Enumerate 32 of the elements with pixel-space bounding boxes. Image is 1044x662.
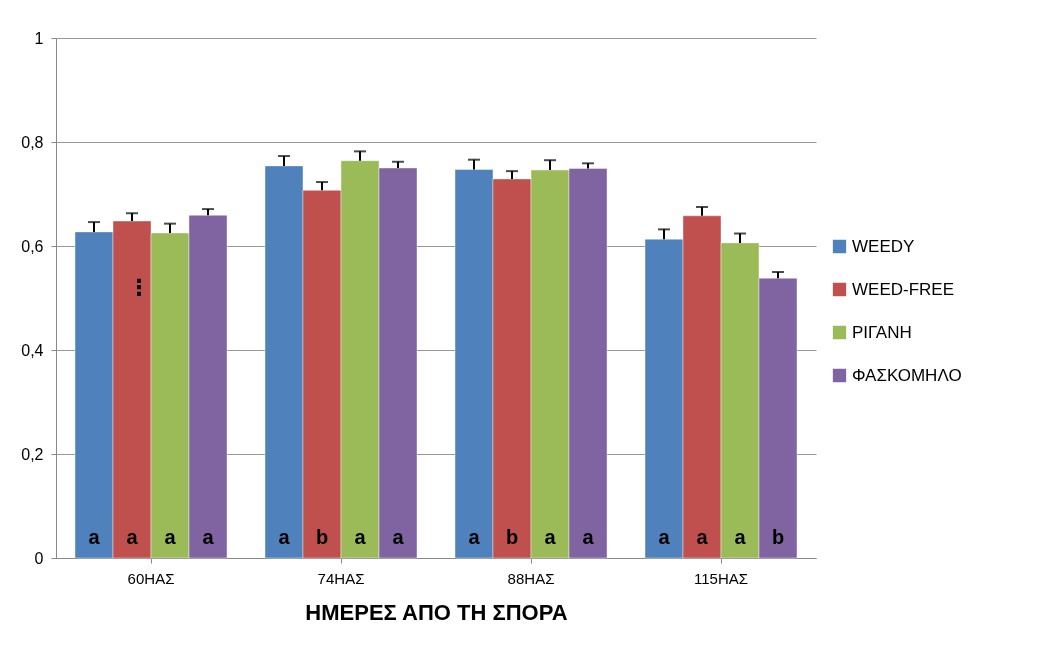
x-tick-label: 74ΗΑΣ (317, 569, 365, 587)
data-label: a (278, 526, 291, 548)
data-label: a (392, 526, 405, 548)
x-tick-label: 60ΗΑΣ (127, 569, 175, 587)
y-tick-label: 0,4 (21, 341, 44, 359)
data-label: a (658, 526, 671, 548)
x-tick-label: 115ΗΑΣ (693, 569, 749, 587)
y-tick-label: 0,2 (21, 445, 44, 463)
data-label: a (582, 526, 595, 548)
y-tick-label: 0,8 (21, 133, 44, 151)
data-label: a (164, 526, 177, 548)
x-axis-title: ΗΜΕΡΕΣ ΑΠΟ ΤΗ ΣΠΟΡΑ (305, 599, 568, 625)
y-tick-label: 1 (34, 29, 44, 47)
data-label: b (315, 526, 329, 548)
data-label: a (468, 526, 481, 548)
legend-label: ΦΑΣΚΟΜΗΛΟ (852, 365, 962, 385)
data-label: b (771, 526, 785, 548)
data-label: a (126, 526, 139, 548)
legend-label: ΡΙΓΑΝΗ (852, 322, 912, 342)
annotation: ⋮ (128, 274, 150, 300)
data-label: a (696, 526, 709, 548)
data-label: a (88, 526, 101, 548)
data-label: b (505, 526, 519, 548)
data-label: a (354, 526, 367, 548)
data-label: a (544, 526, 557, 548)
y-tick-label: 0,6 (21, 237, 44, 255)
data-label: a (734, 526, 747, 548)
legend-label: WEED-FREE (852, 279, 954, 299)
legend-label: WEEDY (852, 236, 915, 256)
x-tick-label: 88ΗΑΣ (507, 569, 555, 587)
y-tick-label: 0 (34, 549, 44, 567)
data-label: a (202, 526, 215, 548)
